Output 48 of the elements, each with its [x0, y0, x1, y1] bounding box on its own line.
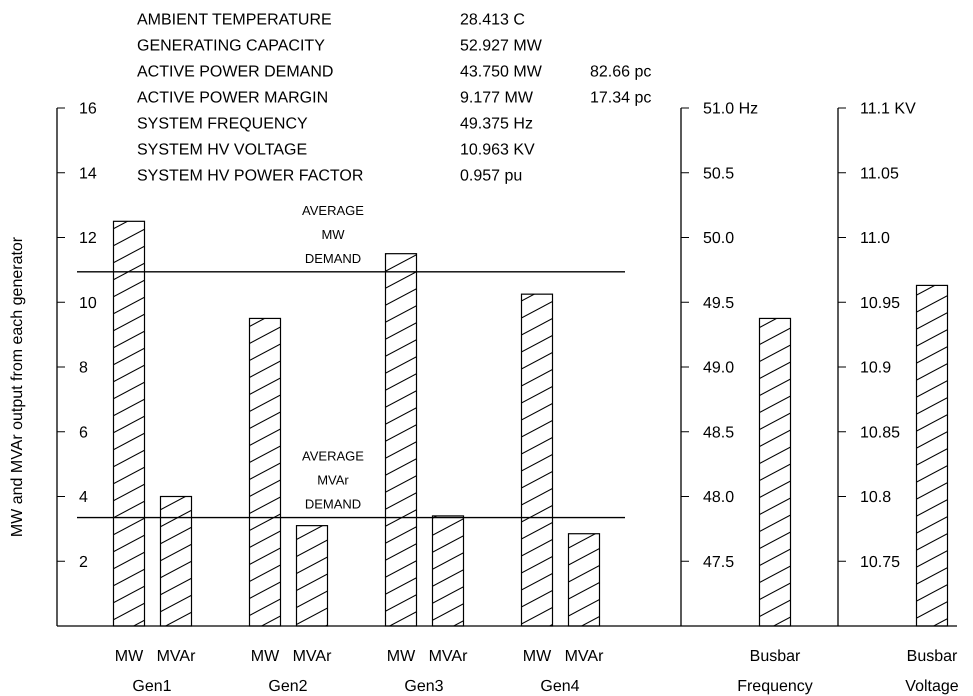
- y-tick-label: 10.95: [860, 294, 900, 312]
- text: ACTIVE POWER DEMAND 43.750 MW 82.66 pc: [137, 64, 652, 81]
- text: Gen4: [540, 678, 580, 695]
- text: SYSTEM HV VOLTAGE 10.963 KV: [137, 142, 535, 159]
- text: AMBIENT TEMPERATURE 28.413 C: [137, 12, 525, 29]
- y-tick-label: 48.0: [703, 489, 734, 506]
- x-tick-label: MW: [522, 648, 552, 665]
- text: Gen2: [268, 678, 308, 695]
- y-tick-label: 11.0: [860, 230, 890, 248]
- text: GENERATING CAPACITY 52.927 MW: [137, 38, 542, 55]
- x-tick-label: MW: [250, 648, 280, 665]
- y-tick-label: 49.5: [703, 294, 734, 312]
- x-tick-label: MW: [386, 648, 416, 665]
- y-tick-label: 8: [79, 360, 88, 377]
- x-tick-label: MVAr: [292, 648, 332, 665]
- y-tick-label: 6: [79, 424, 88, 442]
- x-tick-label: MVAr: [564, 648, 604, 665]
- text: ACTIVE POWER MARGIN 9.177 MW 17.34 pc: [137, 90, 652, 107]
- y-tick-label: 11.05: [860, 165, 899, 182]
- y-tick-label: 10: [79, 294, 97, 312]
- text: SYSTEM FREQUENCY 49.375 Hz: [137, 116, 533, 133]
- y-tick-label: 10.85: [860, 424, 900, 442]
- y-axis-title: MW and MVAr output from each generator: [9, 236, 26, 538]
- ref-line-label: AVERAGE MVAr DEMAND: [302, 448, 364, 512]
- x-tick-label: MVAr: [428, 648, 468, 665]
- ref-line-label: AVERAGE MW DEMAND: [302, 202, 364, 266]
- y-tick-label: 4: [79, 489, 88, 506]
- y-tick-label: 12: [79, 230, 97, 248]
- y-tick-label: 50.0: [703, 230, 734, 248]
- y-tick-label: 10.75: [860, 554, 900, 571]
- y-tick-label: 48.5: [703, 424, 734, 442]
- text: Gen1: [132, 678, 172, 695]
- x-tick-label: Busbar Voltage: [905, 648, 959, 695]
- y-tick-label: 47.5: [703, 554, 734, 571]
- y-tick-label: 11.1 KV: [860, 100, 916, 118]
- text: SYSTEM HV POWER FACTOR 0.957 pu: [137, 168, 522, 185]
- y-tick-label: 2: [79, 554, 88, 571]
- y-tick-label: 49.0: [703, 360, 734, 377]
- y-tick-label: 50.5: [703, 165, 734, 182]
- y-tick-label: 14: [79, 165, 97, 182]
- y-tick-label: 10.8: [860, 489, 892, 506]
- y-tick-label: 51.0 Hz: [703, 100, 758, 118]
- y-tick-label: 16: [79, 100, 97, 118]
- x-tick-label: MW: [114, 648, 144, 665]
- x-tick-label: Busbar Frequency: [737, 648, 813, 695]
- y-tick-label: 10.9: [860, 360, 892, 377]
- text: Gen3: [404, 678, 444, 695]
- x-tick-label: MVAr: [156, 648, 196, 665]
